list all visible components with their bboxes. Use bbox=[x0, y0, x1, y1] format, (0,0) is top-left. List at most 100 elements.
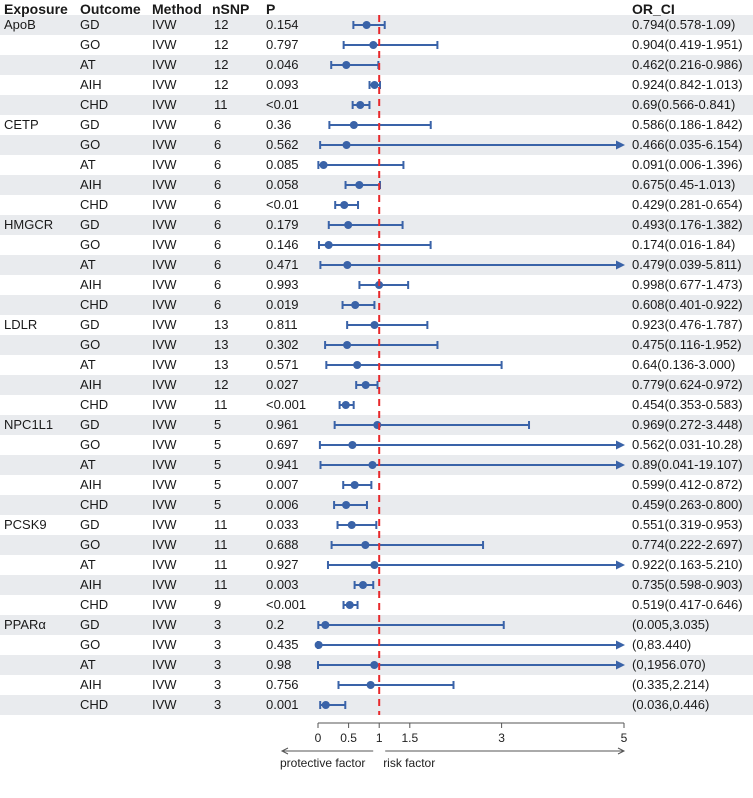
cell-p: 0.2 bbox=[266, 617, 285, 632]
cell-or-ci: 0.454(0.353-0.583) bbox=[632, 397, 743, 412]
cell-or-ci: 0.608(0.401-0.922) bbox=[632, 297, 743, 312]
cell-method: IVW bbox=[152, 197, 177, 212]
header-outcome: Outcome bbox=[80, 1, 141, 17]
cell-p: 0.085 bbox=[266, 157, 299, 172]
cell-p: 0.688 bbox=[266, 537, 299, 552]
cell-or-ci: 0.774(0.222-2.697) bbox=[632, 537, 743, 552]
cell-p: 0.007 bbox=[266, 477, 299, 492]
cell-or-ci: 0.479(0.039-5.811) bbox=[632, 257, 742, 272]
cell-nsnp: 12 bbox=[214, 57, 229, 72]
cell-outcome: AIH bbox=[80, 77, 102, 92]
cell-or-ci: 0.998(0.677-1.473) bbox=[632, 277, 743, 292]
cell-or-ci: (0,83.440) bbox=[632, 637, 692, 652]
risk-factor-label: risk factor bbox=[383, 756, 435, 770]
cell-or-ci: 0.586(0.186-1.842) bbox=[632, 117, 743, 132]
cell-method: IVW bbox=[152, 237, 177, 252]
cell-outcome: AT bbox=[80, 357, 96, 372]
or-point bbox=[321, 621, 330, 629]
cell-method: IVW bbox=[152, 117, 177, 132]
cell-exposure: PPARα bbox=[4, 617, 46, 632]
cell-outcome: AT bbox=[80, 657, 96, 672]
or-point bbox=[358, 581, 367, 589]
cell-outcome: GO bbox=[80, 437, 101, 452]
cell-method: IVW bbox=[152, 317, 177, 332]
or-point bbox=[343, 341, 352, 349]
cell-or-ci: 0.923(0.476-1.787) bbox=[632, 317, 743, 332]
cell-p: 0.003 bbox=[266, 577, 299, 592]
or-point bbox=[370, 561, 379, 569]
or-point bbox=[356, 101, 365, 109]
or-point bbox=[347, 521, 356, 529]
cell-or-ci: 0.462(0.216-0.986) bbox=[632, 57, 743, 72]
cell-nsnp: 6 bbox=[214, 197, 222, 212]
protective-arrow-head bbox=[280, 747, 289, 755]
cell-method: IVW bbox=[152, 77, 177, 92]
cell-method: IVW bbox=[152, 537, 177, 552]
cell-or-ci: 0.429(0.281-0.654) bbox=[632, 197, 743, 212]
cell-or-ci: 0.459(0.263-0.800) bbox=[632, 497, 743, 512]
cell-p: 0.006 bbox=[266, 497, 299, 512]
cell-or-ci: 0.091(0.006-1.396) bbox=[632, 157, 743, 172]
cell-nsnp: 3 bbox=[214, 677, 222, 692]
cell-nsnp: 11 bbox=[214, 537, 228, 552]
or-point bbox=[353, 361, 362, 369]
x-tick-label: 0.5 bbox=[340, 731, 357, 745]
cell-or-ci: 0.562(0.031-10.28) bbox=[632, 437, 743, 452]
cell-or-ci: 0.519(0.417-0.646) bbox=[632, 597, 743, 612]
cell-nsnp: 11 bbox=[214, 97, 228, 112]
ci-arrow bbox=[616, 660, 625, 670]
cell-p: 0.993 bbox=[266, 277, 299, 292]
cell-method: IVW bbox=[152, 37, 177, 52]
cell-method: IVW bbox=[152, 677, 177, 692]
ci-arrow bbox=[616, 140, 625, 150]
cell-nsnp: 13 bbox=[214, 337, 229, 352]
or-point bbox=[349, 121, 358, 129]
cell-method: IVW bbox=[152, 657, 177, 672]
cell-nsnp: 3 bbox=[214, 697, 222, 712]
cell-outcome: GO bbox=[80, 237, 101, 252]
ci-arrow bbox=[616, 560, 625, 570]
cell-nsnp: 9 bbox=[214, 597, 222, 612]
cell-or-ci: 0.675(0.45-1.013) bbox=[632, 177, 736, 192]
cell-p: 0.98 bbox=[266, 657, 292, 672]
cell-p: 0.811 bbox=[266, 317, 298, 332]
row-band bbox=[0, 695, 753, 715]
cell-outcome: AIH bbox=[80, 377, 102, 392]
cell-outcome: GD bbox=[80, 317, 100, 332]
cell-method: IVW bbox=[152, 97, 177, 112]
cell-outcome: GD bbox=[80, 17, 100, 32]
cell-outcome: AT bbox=[80, 57, 96, 72]
or-point bbox=[362, 21, 371, 29]
cell-method: IVW bbox=[152, 477, 177, 492]
cell-or-ci: 0.904(0.419-1.951) bbox=[632, 37, 743, 52]
row-band bbox=[0, 575, 753, 595]
cell-method: IVW bbox=[152, 437, 177, 452]
cell-method: IVW bbox=[152, 177, 177, 192]
cell-or-ci: 0.69(0.566-0.841) bbox=[632, 97, 736, 112]
cell-or-ci: 0.794(0.578-1.09) bbox=[632, 17, 736, 32]
cell-nsnp: 6 bbox=[214, 217, 222, 232]
ci-arrow bbox=[616, 440, 625, 450]
or-point bbox=[355, 181, 364, 189]
cell-nsnp: 6 bbox=[214, 297, 222, 312]
cell-p: 0.562 bbox=[266, 137, 299, 152]
cell-method: IVW bbox=[152, 397, 177, 412]
or-point bbox=[321, 701, 330, 709]
cell-nsnp: 6 bbox=[214, 277, 222, 292]
cell-outcome: CHD bbox=[80, 97, 109, 112]
cell-outcome: AT bbox=[80, 557, 96, 572]
cell-nsnp: 11 bbox=[214, 397, 228, 412]
or-point bbox=[314, 641, 323, 649]
cell-nsnp: 12 bbox=[214, 37, 229, 52]
cell-method: IVW bbox=[152, 617, 177, 632]
cell-p: 0.36 bbox=[266, 117, 292, 132]
cell-p: 0.697 bbox=[266, 437, 299, 452]
cell-nsnp: 6 bbox=[214, 237, 222, 252]
cell-outcome: AIH bbox=[80, 477, 102, 492]
x-tick-label: 5 bbox=[621, 731, 628, 745]
cell-p: 0.154 bbox=[266, 17, 299, 32]
cell-p: 0.927 bbox=[266, 557, 299, 572]
cell-p: 0.471 bbox=[266, 257, 299, 272]
ci-arrow bbox=[616, 640, 625, 650]
ci-arrow bbox=[616, 460, 625, 470]
